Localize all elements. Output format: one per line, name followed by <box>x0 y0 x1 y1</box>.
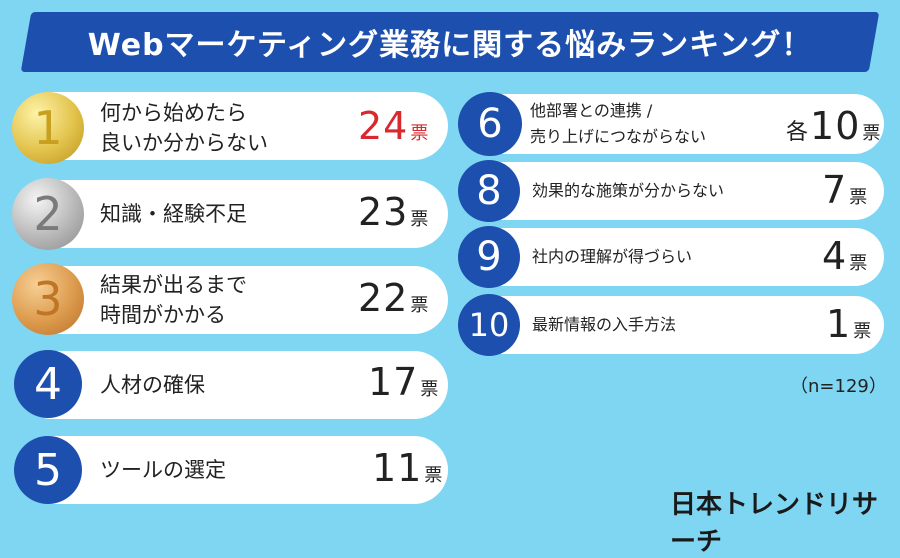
rank-badge: 9 <box>458 226 520 288</box>
vote-count: 各 10 票 <box>786 104 881 148</box>
ranking-row-6 <box>470 94 884 154</box>
ranking-label: 最新情報の入手方法 <box>532 315 677 334</box>
vote-count: 22 票 <box>358 276 429 320</box>
ranking-row-5 <box>18 436 448 504</box>
rank-badge: 4 <box>14 350 82 418</box>
page-title: Webマーケティング業務に関する悩みランキング！ <box>87 28 813 63</box>
ranking-label: 効果的な施策が分からない <box>532 181 725 200</box>
ranking-label: 知識・経験不足 <box>100 202 247 226</box>
rank-number: 10 <box>468 306 510 344</box>
rank-number: 1 <box>33 101 63 155</box>
vote-count: 24 票 <box>358 104 429 148</box>
rank-badge: 5 <box>14 436 82 504</box>
rank-number: 9 <box>476 234 502 280</box>
rank-badge: 10 <box>458 294 520 356</box>
rank-number: 8 <box>476 168 502 214</box>
ranking-row-9 <box>470 228 884 286</box>
silver-medal-icon: 2 <box>12 178 84 250</box>
ranking-label: 社内の理解が得づらい <box>532 247 693 266</box>
ranking-label: 他部署との連携 / 売り上げにつながらない <box>530 101 707 146</box>
gold-medal-icon: 1 <box>12 92 84 164</box>
vote-count: 11 票 <box>372 446 443 490</box>
brand-logo: 日本トレンドリサーチ <box>670 490 879 557</box>
vote-count: 17 票 <box>368 360 439 404</box>
ranking-row-8 <box>470 162 884 220</box>
rank-number: 4 <box>34 358 62 410</box>
ranking-row-10 <box>470 296 884 354</box>
rank-number: 3 <box>33 272 63 326</box>
rank-number: 2 <box>33 187 63 241</box>
ranking-label: ツールの選定 <box>100 458 226 482</box>
ranking-label: 何から始めたら 良いか分からない <box>100 101 268 155</box>
vote-count: 23 票 <box>358 190 429 234</box>
ranking-label: 結果が出るまで 時間がかかる <box>100 273 247 327</box>
sample-size-note: （n=129） <box>790 376 887 397</box>
ranking-row-3 <box>18 266 448 334</box>
ranking-row-2 <box>18 180 448 248</box>
ranking-row-4 <box>18 351 448 419</box>
ranking-label: 人材の確保 <box>100 373 205 397</box>
rank-badge: 8 <box>458 160 520 222</box>
rank-badge: 6 <box>458 92 522 156</box>
rank-number: 5 <box>34 444 62 496</box>
rank-number: 6 <box>477 101 503 147</box>
bronze-medal-icon: 3 <box>12 263 84 335</box>
ranking-row-1 <box>18 92 448 160</box>
